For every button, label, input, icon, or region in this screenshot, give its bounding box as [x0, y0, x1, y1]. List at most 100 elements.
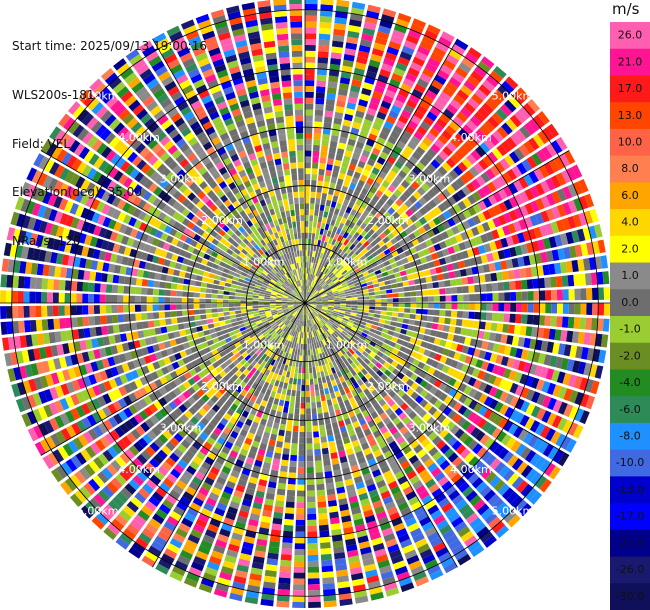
range-gate	[200, 287, 207, 293]
range-gate	[212, 284, 219, 290]
range-gate	[452, 116, 465, 128]
range-gate	[474, 311, 481, 320]
range-gate	[452, 413, 462, 424]
range-gate	[540, 340, 549, 352]
range-gate	[387, 155, 397, 165]
range-gate	[308, 232, 312, 239]
range-gate	[340, 369, 347, 376]
range-gate	[408, 319, 416, 326]
range-gate	[293, 560, 305, 567]
range-gate	[432, 451, 443, 462]
range-gate	[373, 42, 386, 52]
range-gate	[344, 336, 351, 342]
range-gate	[576, 228, 586, 242]
range-gate	[387, 207, 396, 215]
range-gate	[389, 352, 397, 360]
range-gate	[311, 281, 315, 287]
range-gate	[310, 304, 317, 306]
range-gate	[574, 288, 581, 301]
range-gate	[560, 357, 569, 371]
range-gate	[495, 108, 508, 121]
range-gate	[461, 420, 472, 431]
range-gate	[469, 166, 480, 178]
range-gate	[522, 432, 534, 445]
range-gate	[35, 305, 42, 318]
range-gate	[451, 440, 462, 451]
range-gate	[312, 366, 317, 373]
range-gate	[429, 386, 438, 395]
range-gate	[395, 421, 405, 431]
range-gate	[406, 99, 418, 109]
range-gate	[344, 290, 351, 295]
range-gate	[428, 351, 437, 359]
range-gate	[334, 304, 341, 307]
range-gate	[329, 446, 337, 454]
range-gate	[505, 259, 514, 269]
range-gate	[164, 297, 171, 303]
range-gate	[308, 294, 314, 299]
range-gate	[448, 377, 457, 387]
range-gate	[413, 130, 424, 141]
range-gate	[540, 366, 549, 379]
range-gate	[450, 254, 458, 262]
range-gate	[317, 377, 323, 384]
range-gate	[481, 421, 492, 433]
range-gate	[360, 383, 368, 391]
range-gate	[423, 269, 431, 277]
range-gate	[503, 510, 517, 524]
range-gate	[412, 414, 422, 424]
range-gate	[276, 600, 290, 608]
range-gate	[347, 30, 360, 39]
range-gate	[469, 303, 476, 311]
range-gate	[389, 193, 399, 202]
range-gate	[568, 288, 575, 301]
range-gate	[356, 234, 364, 242]
range-gate	[434, 389, 443, 399]
range-gate	[483, 243, 492, 253]
range-gate	[317, 321, 323, 328]
range-gate	[447, 246, 456, 255]
range-gate	[433, 243, 442, 252]
range-gate	[324, 276, 330, 283]
range-gate	[326, 242, 331, 250]
range-gate	[447, 207, 457, 217]
range-gate	[465, 512, 479, 525]
range-gate	[293, 578, 305, 585]
range-gate	[355, 386, 363, 394]
range-gate	[375, 228, 383, 236]
range-gate	[326, 249, 332, 256]
range-gate	[23, 291, 30, 303]
range-gate	[332, 312, 339, 316]
range-gate	[519, 191, 529, 203]
range-gate	[422, 364, 431, 373]
range-gate	[403, 40, 417, 50]
range-gate	[252, 298, 259, 301]
range-gate	[311, 268, 314, 275]
range-gate	[461, 124, 474, 136]
range-gate	[281, 453, 290, 461]
range-gate	[408, 155, 418, 166]
range-gate	[560, 436, 572, 450]
range-gate	[477, 370, 486, 380]
range-gate	[480, 293, 487, 302]
range-gate	[361, 87, 372, 96]
range-gate	[510, 133, 522, 146]
range-gate	[447, 350, 456, 359]
range-gate	[327, 158, 334, 166]
range-gate	[87, 305, 95, 315]
range-gate	[330, 452, 338, 460]
range-gate	[211, 299, 218, 303]
range-gate	[403, 465, 414, 475]
range-gate	[170, 297, 177, 303]
range-gate	[380, 267, 387, 273]
range-gate	[46, 292, 54, 303]
range-gate	[334, 208, 340, 216]
range-gate	[308, 286, 312, 293]
range-gate	[561, 275, 569, 287]
range-gate	[525, 403, 536, 416]
range-gate	[491, 427, 502, 439]
range-gate	[524, 375, 534, 387]
range-gate	[24, 320, 31, 333]
range-gate	[337, 363, 344, 371]
range-gate	[252, 292, 260, 296]
